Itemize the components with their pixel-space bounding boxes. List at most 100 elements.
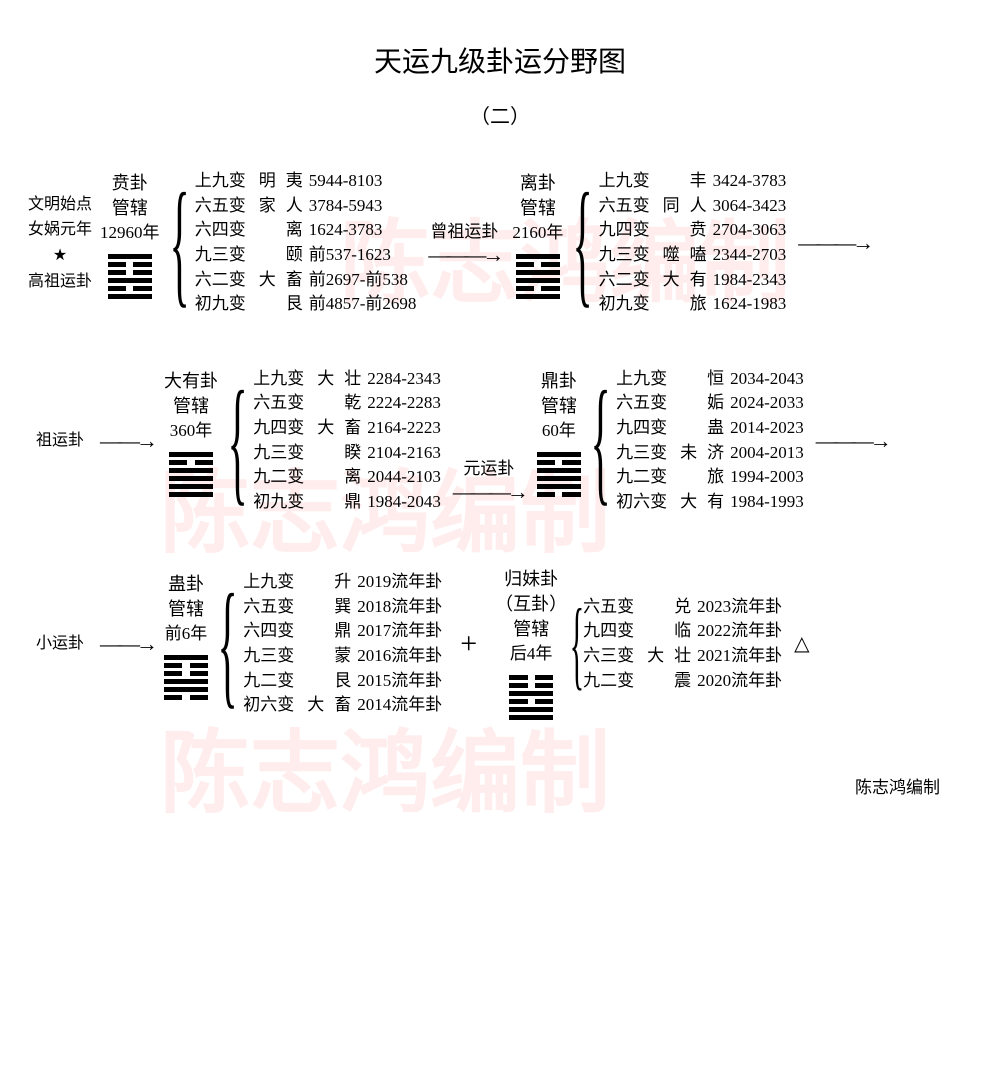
gua-name: 蛊卦 (168, 572, 204, 597)
gua-sub: 管辖 (173, 394, 209, 419)
hex-line (509, 715, 553, 720)
line-gua: 贲 (663, 218, 707, 243)
hex-line (108, 286, 152, 291)
gua-sub2: （互卦） (495, 592, 567, 617)
label-text: 小运卦 (20, 631, 100, 657)
line-range: 5944-8103 (309, 169, 383, 194)
hex-line (164, 687, 208, 692)
hex-line (537, 452, 581, 457)
credit: 陈志鸿编制 (20, 773, 940, 798)
line-range: 2704-3063 (713, 218, 787, 243)
lines: 上九变大壮2284-2343六五变乾2224-2283九四变大畜2164-222… (253, 367, 441, 515)
line-change: 六四变 (195, 218, 259, 243)
line-row: 六五变同人3064-3423 (599, 194, 787, 219)
line-gua: 大畜 (307, 693, 351, 718)
hex-line (537, 484, 581, 489)
plus-icon: + (460, 627, 477, 661)
hex-line (537, 460, 581, 465)
line-range: 2024-2033 (730, 391, 804, 416)
line-gua: 巽 (307, 595, 351, 620)
group-r1b: 离卦 管辖 2160年 { 上九变丰3424-3783六五变同人3064-342… (512, 169, 786, 317)
group-r3b: 归妹卦 （互卦） 管辖 后4年 { 六五变兑2023流年卦九四变临2022流年卦… (495, 565, 782, 723)
gua-sub: 管辖 (168, 597, 204, 622)
arrow-label-2: 元运卦 ———→ (441, 454, 537, 505)
hex-line (516, 270, 560, 275)
hex-line (164, 671, 208, 676)
hex-line (164, 695, 208, 700)
line-row: 九四变蛊2014-2023 (616, 416, 804, 441)
hex-line (169, 468, 213, 473)
line-range: 2022流年卦 (697, 619, 782, 644)
line-change: 六三变 (583, 644, 647, 669)
line-gua: 大畜 (317, 416, 361, 441)
line-gua: 大畜 (259, 268, 303, 293)
hex-line (169, 484, 213, 489)
hex-line (509, 691, 553, 696)
line-change: 初九变 (195, 292, 259, 317)
line-range: 2164-2223 (367, 416, 441, 441)
label-text: 高祖运卦 (20, 269, 100, 295)
line-gua: 兑 (647, 595, 691, 620)
label-text: ★ (20, 243, 100, 269)
hex-line (169, 452, 213, 457)
line-range: 2015流年卦 (357, 669, 442, 694)
group-r2b: 鼎卦 管辖 60年 { 上九变恒2034-2043六五变姤2024-2033九四… (537, 367, 804, 515)
lines: 上九变升2019流年卦六五变巽2018流年卦六四变鼎2017流年卦九三变蒙201… (243, 570, 442, 718)
line-gua: 乾 (317, 391, 361, 416)
line-range: 2284-2343 (367, 367, 441, 392)
line-row: 九三变未济2004-2013 (616, 441, 804, 466)
line-change: 九四变 (253, 416, 317, 441)
group-r2a: 大有卦 管辖 360年 { 上九变大壮2284-2343六五变乾2224-228… (164, 367, 441, 515)
row-2: 祖运卦 ——→ 大有卦 管辖 360年 { 上九变大壮2284-2343六五变乾… (20, 367, 980, 515)
arrow-icon: ——→ (100, 631, 154, 657)
line-range: 1984-1993 (730, 490, 804, 515)
line-row: 上九变丰3424-3783 (599, 169, 787, 194)
line-range: 2019流年卦 (357, 570, 442, 595)
line-range: 2020流年卦 (697, 669, 782, 694)
gua-sub: 管辖 (513, 617, 549, 642)
line-row: 六四变离1624-3783 (195, 218, 417, 243)
hex-line (516, 286, 560, 291)
line-row: 九二变震2020流年卦 (583, 669, 782, 694)
line-gua: 噬嗑 (663, 243, 707, 268)
lines: 上九变恒2034-2043六五变姤2024-2033九四变蛊2014-2023九… (616, 367, 804, 515)
bracket: { (169, 187, 189, 299)
line-gua: 震 (647, 669, 691, 694)
hex-line (164, 679, 208, 684)
line-range: 2018流年卦 (357, 595, 442, 620)
line-change: 六二变 (195, 268, 259, 293)
label-text: 文明始点 (20, 192, 100, 218)
line-gua: 大壮 (647, 644, 691, 669)
line-row: 六四变鼎2017流年卦 (243, 619, 442, 644)
line-gua: 蛊 (680, 416, 724, 441)
page-subtitle: （二） (20, 100, 980, 129)
line-gua: 明夷 (259, 169, 303, 194)
line-change: 六二变 (599, 268, 663, 293)
gua-name: 贲卦 (112, 171, 148, 196)
line-change: 九三变 (616, 441, 680, 466)
line-range: 2016流年卦 (357, 644, 442, 669)
hex-line (509, 675, 553, 680)
hex-line (537, 492, 581, 497)
hex-line (169, 460, 213, 465)
line-row: 九四变临2022流年卦 (583, 619, 782, 644)
line-range: 2023流年卦 (697, 595, 782, 620)
line-row: 六二变大畜前2697-前538 (195, 268, 417, 293)
line-row: 九二变旅1994-2003 (616, 465, 804, 490)
label-text: 祖运卦 (20, 428, 100, 454)
line-gua: 恒 (680, 367, 724, 392)
line-gua: 离 (317, 465, 361, 490)
hexagram (509, 672, 553, 723)
bracket: { (590, 385, 610, 497)
line-row: 六二变大有1984-2343 (599, 268, 787, 293)
line-change: 六五变 (599, 194, 663, 219)
page-title: 天运九级卦运分野图 (20, 40, 980, 80)
line-change: 初九变 (599, 292, 663, 317)
triangle-icon: △ (794, 631, 809, 656)
label-text: 女娲元年 (20, 217, 100, 243)
gua-sub: 管辖 (520, 196, 556, 221)
line-gua: 家人 (259, 194, 303, 219)
hexagram (169, 449, 213, 500)
line-gua: 鼎 (317, 490, 361, 515)
line-change: 上九变 (599, 169, 663, 194)
